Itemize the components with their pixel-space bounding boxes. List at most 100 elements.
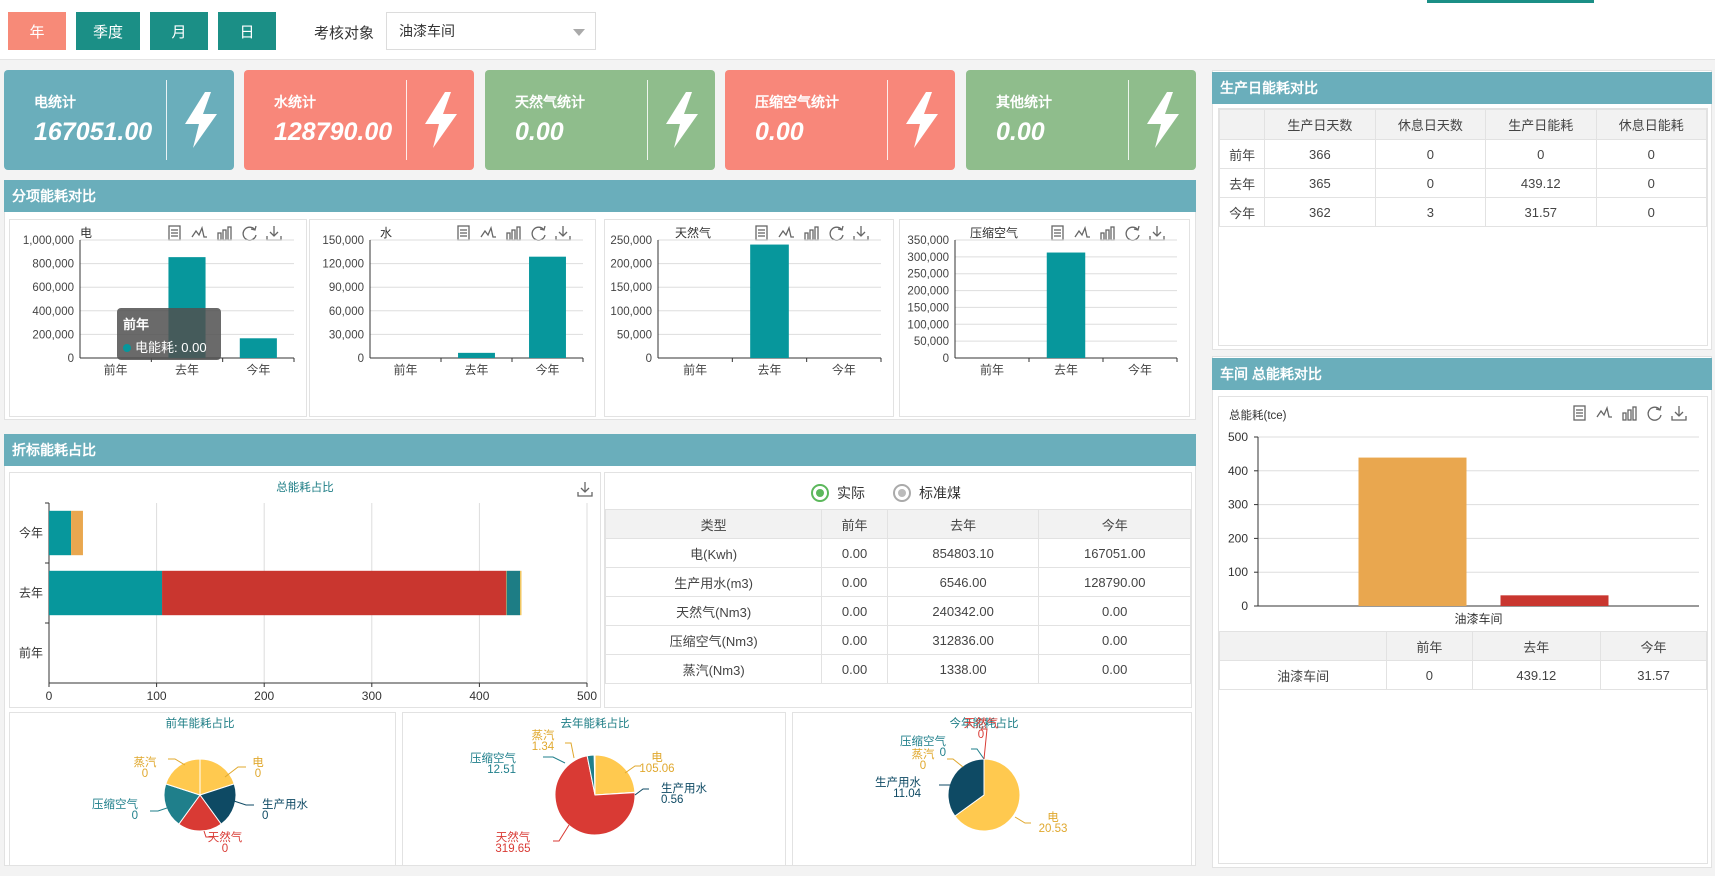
bar-chart-icon[interactable]	[1622, 406, 1637, 421]
bar	[1500, 595, 1609, 606]
table-cell: 今年	[1218, 197, 1266, 227]
table-cell: 油漆车间	[1218, 660, 1388, 690]
table-header: 去年	[1471, 631, 1602, 661]
y-tick-label: 90,000	[329, 282, 364, 294]
data-view-icon[interactable]	[457, 225, 470, 241]
pie-label-value: 0	[132, 810, 138, 822]
workshop-chart-box: 总能耗(tce) 500 400 300 200 100 0 油漆车间 前年 去年 今年 油漆…	[1218, 396, 1708, 864]
line-chart-icon[interactable]	[480, 225, 496, 238]
bar-chart-icon[interactable]	[804, 226, 819, 241]
line-chart-icon[interactable]	[191, 225, 207, 238]
bar-chart-icon[interactable]	[1100, 226, 1115, 241]
line-chart-icon[interactable]	[778, 225, 794, 238]
card-electricity: 电统计 167051.00	[4, 70, 234, 170]
assessment-object-value: 油漆车间	[399, 23, 455, 39]
table-cell: 0.00	[1038, 596, 1191, 626]
assessment-object-select[interactable]: 油漆车间	[386, 12, 596, 50]
x-tick-label: 300	[362, 689, 382, 703]
refresh-icon-shape	[531, 226, 546, 241]
y-tick-label: 400	[1228, 464, 1248, 478]
tooltip-title: 前年	[123, 317, 150, 332]
card-value: 0.00	[996, 118, 1045, 146]
download-icon[interactable]	[1149, 226, 1165, 241]
pie-slice	[163, 783, 201, 825]
table-cell: 365	[1264, 168, 1376, 198]
card-natural-gas: 天然气统计 0.00	[485, 70, 715, 170]
table-header-row: 前年 去年 今年	[1218, 631, 1707, 661]
table-cell: 0.00	[1038, 625, 1191, 655]
period-day-button[interactable]: 日	[218, 12, 276, 50]
refresh-icon[interactable]	[1647, 405, 1662, 421]
tooltip-series: 电能耗	[135, 340, 175, 355]
y-tick-label: 200,000	[32, 329, 74, 341]
period-year-button[interactable]: 年	[8, 12, 66, 50]
download-icon[interactable]	[1671, 406, 1687, 421]
pie-leader-line	[553, 824, 570, 842]
bar	[529, 256, 566, 358]
refresh-icon[interactable]	[242, 225, 257, 241]
x-tick-label: 0	[46, 689, 53, 703]
bar-chart-icon[interactable]	[217, 226, 232, 241]
bar-chart-icon[interactable]	[506, 226, 521, 241]
download-icon[interactable]	[853, 226, 869, 241]
table-header: 生产日能耗	[1485, 109, 1597, 140]
download-icon[interactable]	[266, 226, 282, 241]
line-chart-icon-shape	[778, 225, 794, 238]
download-icon[interactable]	[555, 226, 571, 241]
y-tick-label: 150,000	[610, 282, 652, 294]
radio-actual[interactable]: 实际	[811, 483, 865, 503]
bar-segment	[506, 570, 521, 616]
refresh-icon[interactable]	[1125, 225, 1140, 241]
download-icon-shape	[1152, 231, 1162, 237]
x-tick-label: 前年	[393, 362, 417, 377]
download-icon[interactable]	[577, 482, 593, 497]
radio-standard-dot	[898, 489, 906, 497]
table-cell: 0	[1374, 168, 1487, 198]
table-cell: 去年	[1218, 168, 1266, 198]
y-tick-label: 100,000	[610, 306, 652, 318]
radio-standard-circle[interactable]	[893, 484, 911, 502]
refresh-icon[interactable]	[531, 225, 546, 241]
refresh-icon-shape	[1655, 405, 1662, 411]
table-header: 类型	[604, 509, 823, 539]
pie-slice	[199, 783, 237, 825]
radio-actual-circle[interactable]	[811, 484, 829, 502]
line-chart-icon[interactable]	[1074, 225, 1090, 238]
card-label: 电统计	[34, 94, 76, 110]
pie-leader-line	[971, 748, 985, 760]
table-header-row: 生产日天数 休息日天数 生产日能耗 休息日能耗	[1218, 109, 1707, 140]
card-value: 167051.00	[34, 118, 153, 146]
y-axis-title: 总能耗(tce)	[1229, 408, 1287, 422]
x-tick-label: 500	[577, 689, 597, 703]
data-view-icon[interactable]	[1573, 405, 1586, 421]
y-tick-label: 100	[1228, 565, 1248, 579]
y-tick-label: 120,000	[322, 259, 364, 271]
table-header: 去年	[886, 509, 1040, 539]
table-cell: 0	[1374, 139, 1487, 169]
x-tick-label: 前年	[104, 362, 128, 377]
x-tick-label: 100	[147, 689, 167, 703]
refresh-icon-shape	[539, 225, 546, 231]
refresh-icon[interactable]	[829, 225, 844, 241]
y-tick-label: 150,000	[907, 302, 949, 314]
period-month-button[interactable]: 月	[150, 12, 208, 50]
card-label: 压缩空气统计	[755, 94, 839, 110]
table-cell: 3	[1374, 197, 1487, 227]
data-view-icon[interactable]	[168, 225, 181, 241]
period-quarter-button[interactable]: 季度	[76, 12, 140, 50]
pie-leader-line	[168, 758, 186, 766]
card-divider	[406, 80, 407, 160]
data-view-icon[interactable]	[755, 225, 768, 241]
pie-label-name: 蒸汽	[912, 747, 935, 761]
chart-title: 压缩空气	[970, 225, 1018, 240]
radio-standard-coal[interactable]: 标准煤	[893, 483, 961, 503]
data-view-icon[interactable]	[1051, 225, 1064, 241]
y-tick-label: 前年	[19, 645, 43, 660]
line-chart-icon[interactable]	[1596, 405, 1612, 418]
table-header: 今年	[1038, 509, 1191, 539]
pie-slice	[954, 758, 1021, 832]
pie-label-name: 压缩空气	[470, 751, 516, 765]
bar	[1046, 252, 1086, 358]
pie-label-value: 0	[255, 768, 261, 780]
